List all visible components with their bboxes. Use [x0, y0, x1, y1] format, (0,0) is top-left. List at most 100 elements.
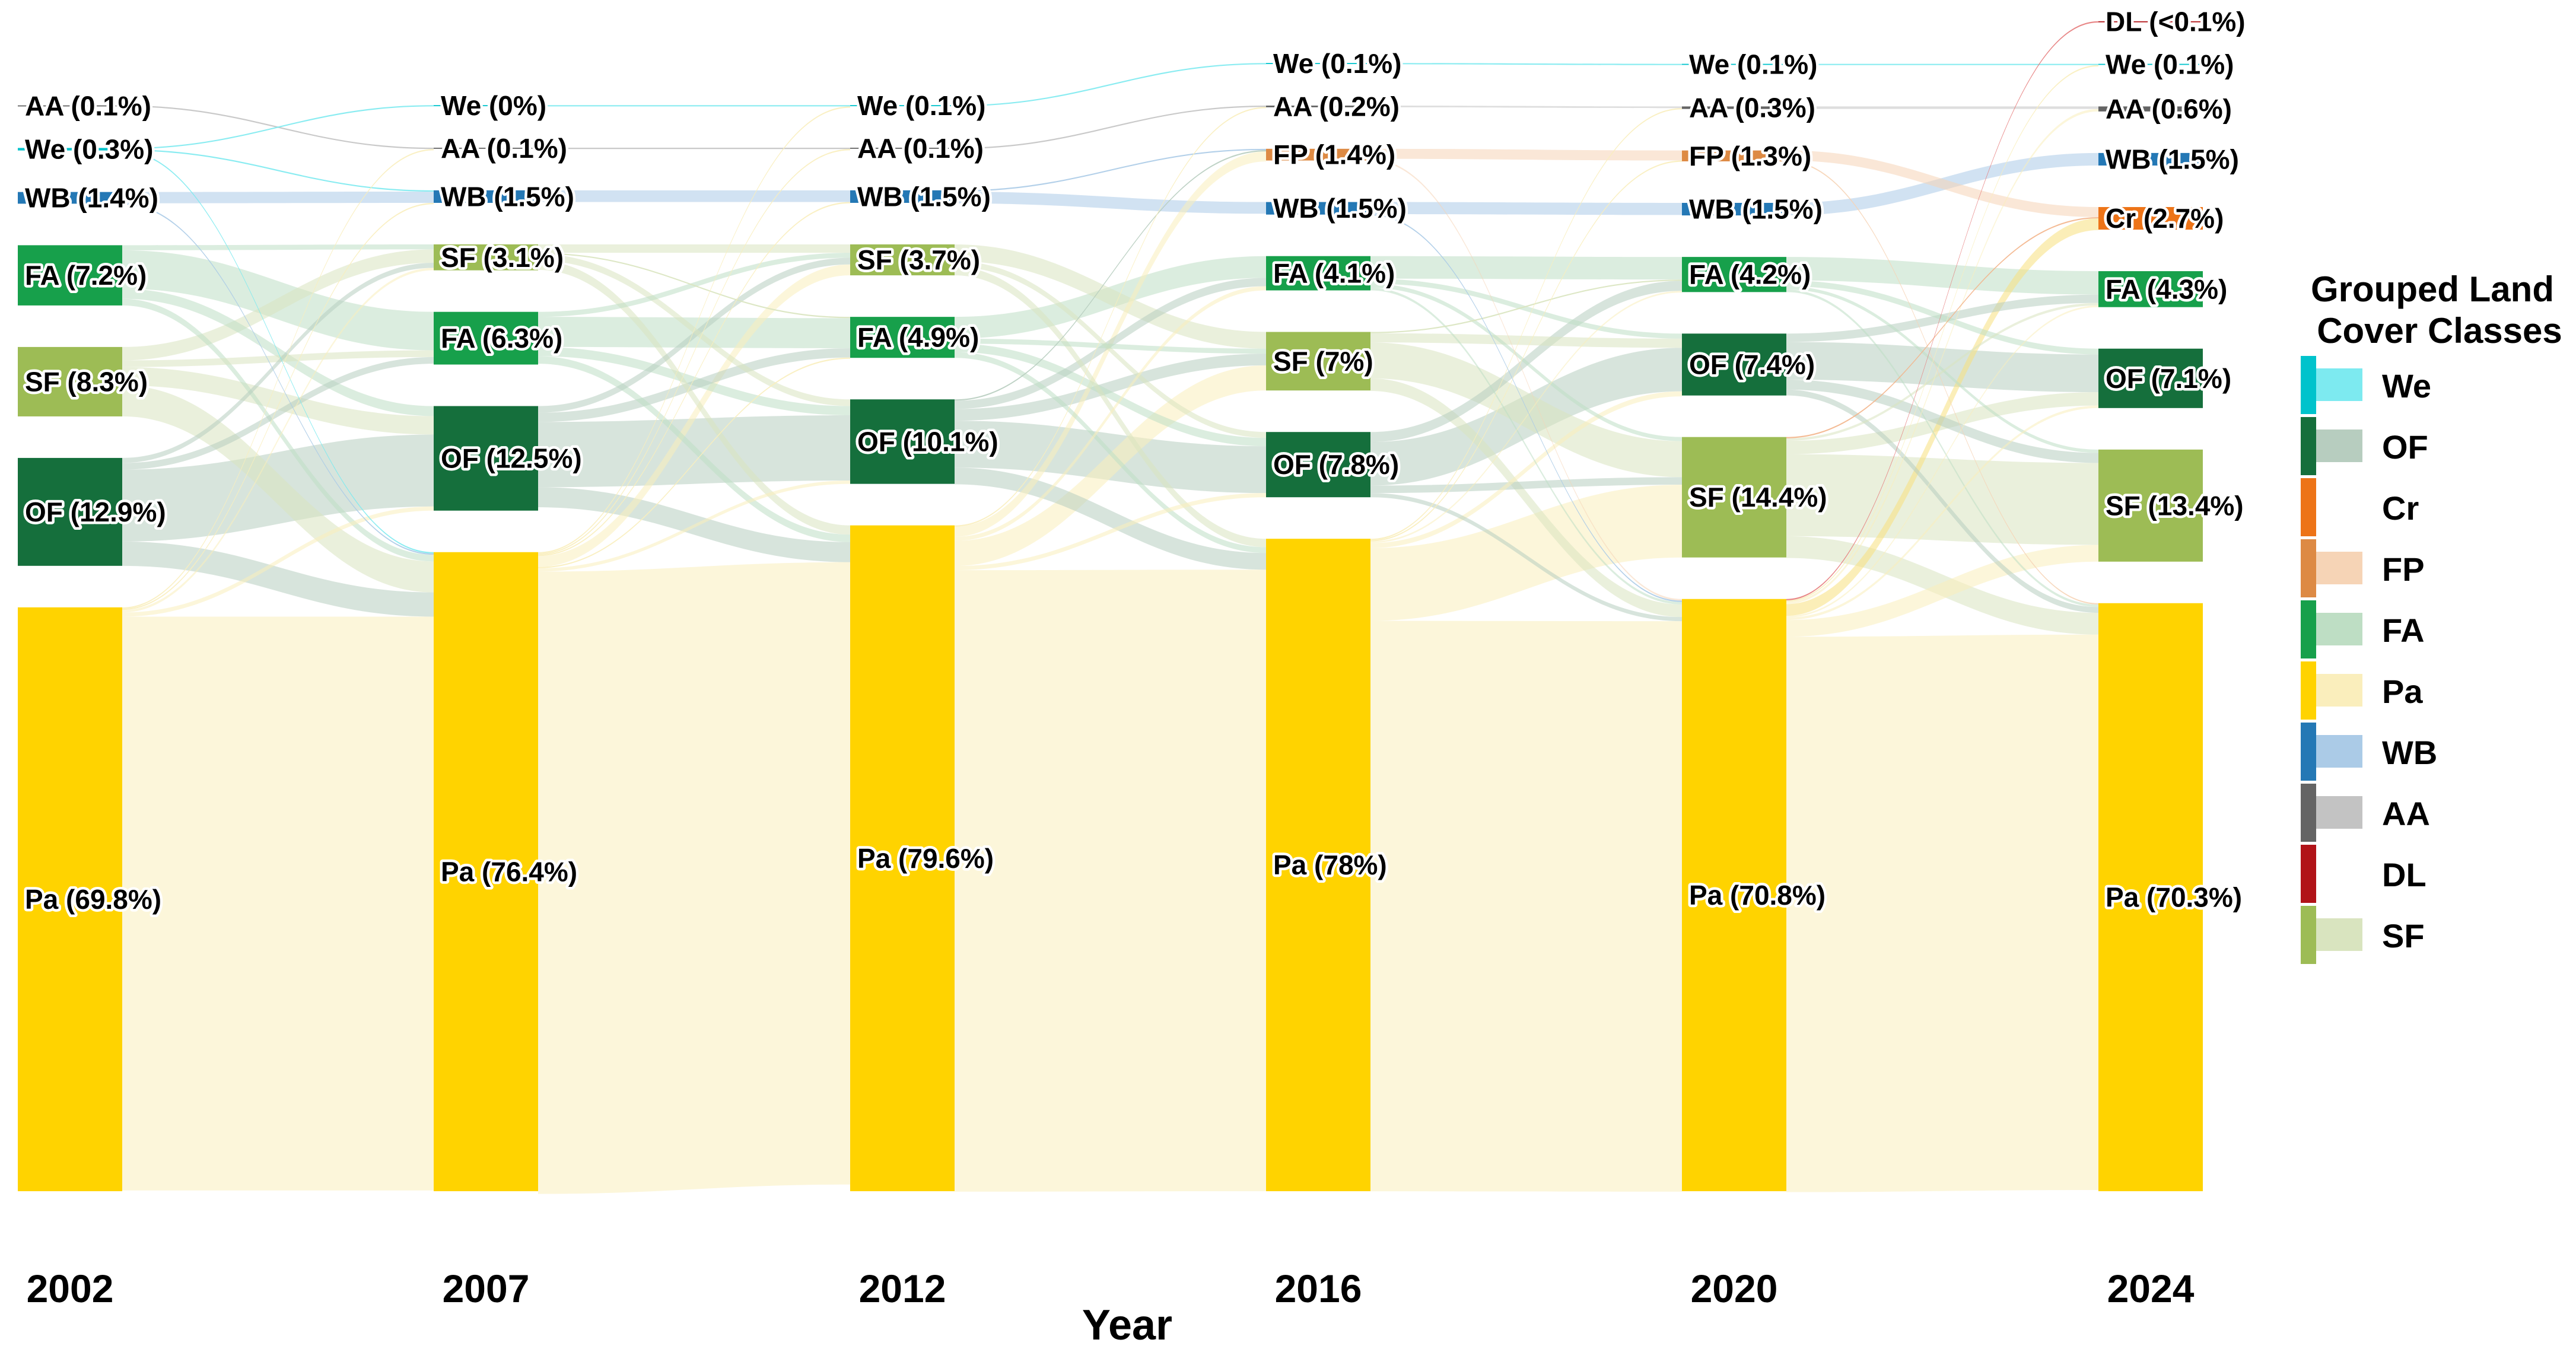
node-label-SF-2012: SF (3.7%) [857, 244, 980, 275]
node-FA-2007 [434, 311, 538, 365]
flow-OF-to-FA-2002 [122, 357, 434, 470]
year-label-2007: 2007 [443, 1267, 530, 1310]
legend-flow-swatch-SF [2316, 918, 2362, 951]
flow-SF-to-OF-2012 [955, 261, 1266, 438]
flow-Pa-to-Pa-2002 [122, 616, 434, 1191]
flow-FP-to-Pa-2016 [1370, 158, 1682, 601]
legend-node-swatch-FP [2301, 539, 2316, 597]
node-WB-2020 [1682, 202, 1786, 216]
node-WB-2016 [1266, 202, 1370, 215]
flow-OF-to-FP-2012 [955, 150, 1266, 401]
legend-node-swatch-SF [2301, 906, 2316, 964]
node-OF-2016 [1266, 432, 1370, 498]
node-label-SF-2007: SF (3.1%) [441, 242, 564, 273]
flow-FA-to-OF-2016 [1370, 278, 1682, 339]
flow-SF-to-OF-2016 [1370, 333, 1682, 348]
flow-SF-to-FA-2020 [1786, 303, 2098, 441]
flow-AA-to-AA-2007 [538, 148, 850, 149]
node-AA-2012 [850, 148, 955, 149]
flow-SF-to-Pa-2012 [955, 267, 1266, 548]
node-label-AA-2020: AA (0.3%) [1689, 93, 1815, 123]
legend-label-Pa: Pa [2382, 673, 2423, 710]
legend-item-SF: SF [2301, 906, 2425, 964]
node-label-FA-2007: FA (6.3%) [441, 323, 562, 354]
legend-flow-swatch-We [2316, 368, 2362, 401]
node-label-Pa-2002: Pa (69.8%) [25, 884, 161, 915]
node-SF-2024 [2098, 449, 2203, 562]
flow-Pa-to-We-2007 [538, 106, 850, 553]
legend-flow-swatch-OF [2316, 429, 2362, 462]
flow-OF-to-SF-2002 [122, 262, 434, 463]
node-labels-layer: AA (0.1%) We (0.3%) WB (1.4%) FA (7.2%) SF (… [23, 4, 2249, 917]
legend-label-Cr: Cr [2382, 489, 2419, 527]
node-label-SF-2024: SF (13.4%) [2106, 490, 2244, 521]
node-label-AA-2016: AA (0.2%) [1273, 91, 1400, 122]
flow-Pa-to-FA-2016 [1370, 291, 1682, 543]
flow-SF-to-FA-2002 [122, 350, 434, 367]
node-label-Cr-2024: Cr (2.7%) [2106, 203, 2224, 234]
legend-label-SF: SF [2382, 917, 2425, 955]
node-Pa-2024 [2098, 603, 2203, 1191]
flow-SF-to-Pa-2007 [538, 260, 850, 535]
flow-We-to-We-2012 [955, 63, 1266, 107]
flow-Pa-to-FA-2020 [1786, 305, 2098, 618]
node-label-Pa-2024: Pa (70.3%) [2106, 882, 2242, 912]
node-label-WB-2012: WB (1.5%) [857, 181, 991, 212]
flow-OF-to-Pa-2016 [1370, 493, 1682, 622]
legend-items: We OF Cr FP FA Pa WB AA DL SF [2301, 356, 2437, 964]
flow-OF-to-FA-2012 [955, 278, 1266, 409]
node-FA-2024 [2098, 271, 2203, 307]
flow-Pa-to-SF-2016 [1370, 485, 1682, 621]
flow-SF-to-SF-2002 [122, 249, 434, 361]
flow-FP-to-Pa-2020 [1786, 160, 2098, 604]
x-axis-title: Year [1082, 1302, 1172, 1349]
node-label-FA-2016: FA (4.1%) [1273, 258, 1395, 289]
legend-item-FP: FP [2301, 539, 2425, 597]
legend-node-swatch-AA [2301, 784, 2316, 842]
node-FA-2016 [1266, 256, 1370, 291]
node-label-SF-2020: SF (14.4%) [1689, 482, 1827, 513]
flow-OF-to-SF-2020 [1786, 379, 2098, 463]
node-SF-2016 [1266, 332, 1370, 391]
node-AA-2007 [434, 148, 538, 149]
legend-flow-swatch-AA [2316, 796, 2362, 829]
node-label-WB-2002: WB (1.4%) [25, 183, 158, 214]
flow-Pa-to-FA-2012 [955, 286, 1266, 541]
node-OF-2007 [434, 406, 538, 511]
flow-FA-to-OF-2012 [955, 343, 1266, 447]
flow-Pa-to-OF-2012 [955, 493, 1266, 571]
node-label-We-2024: We (0.1%) [2106, 49, 2234, 80]
node-label-AA-2007: AA (0.1%) [441, 133, 567, 164]
flow-We-to-We-2007 [538, 105, 850, 107]
node-label-AA-2024: AA (0.6%) [2106, 94, 2232, 125]
legend-node-swatch-Pa [2301, 661, 2316, 720]
legend-node-swatch-WB [2301, 723, 2316, 781]
flow-SF-to-OF-2002 [122, 367, 434, 435]
node-label-We-2007: We (0%) [441, 90, 546, 121]
node-label-OF-2002: OF (12.9%) [25, 497, 166, 527]
flow-Pa-to-Pa-2020 [1786, 634, 2098, 1192]
legend-title-line2: Cover Classes [2317, 311, 2562, 351]
node-label-OF-2012: OF (10.1%) [857, 426, 998, 457]
flow-Pa-to-AA-2007 [538, 149, 850, 555]
flow-SF-to-Cr-2020 [1786, 217, 2098, 438]
flow-Pa-to-DL-2020 [1786, 21, 2098, 600]
flow-FA-to-Pa-2002 [122, 298, 434, 562]
node-Pa-2002 [18, 607, 122, 1191]
flow-AA-to-AA-2020 [1786, 106, 2098, 109]
node-SF-2020 [1682, 437, 1786, 558]
flow-OF-to-SF-2007 [538, 257, 850, 413]
flow-Pa-to-AA-2020 [1786, 109, 2098, 604]
node-SF-2012 [850, 244, 955, 276]
flow-AA-to-AA-2016 [1370, 106, 1682, 109]
year-label-2002: 2002 [27, 1267, 114, 1310]
flow-We-to-We-2002 [122, 105, 434, 149]
legend: Grouped Land Cover Classes WeOFCrFPFAPaW… [2301, 269, 2562, 964]
flow-Pa-to-Pa-2007 [538, 562, 850, 1194]
legend-node-swatch-We [2301, 356, 2316, 414]
legend-label-FA: FA [2382, 612, 2425, 649]
flow-Pa-to-WB-2002 [122, 203, 434, 610]
flow-FA-to-Pa-2020 [1786, 289, 2098, 607]
legend-item-FA: FA [2301, 600, 2425, 658]
node-FP-2016 [1266, 148, 1370, 161]
